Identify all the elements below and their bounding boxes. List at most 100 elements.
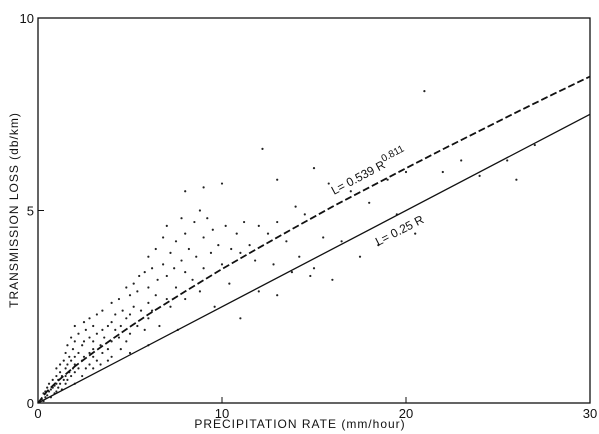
data-point (266, 232, 270, 235)
data-point (147, 255, 150, 258)
data-point (77, 367, 80, 370)
data-point (340, 240, 343, 243)
x-axis-label: PRECIPITATION RATE (mm/hour) (194, 417, 405, 431)
data-point (261, 147, 264, 150)
y-tick-label: 10 (20, 11, 34, 26)
data-point (92, 367, 95, 370)
data-point (92, 348, 95, 351)
data-point (154, 294, 157, 297)
data-point (213, 305, 216, 308)
data-point (478, 174, 481, 177)
data-point (64, 374, 67, 378)
data-point (254, 259, 257, 262)
data-point (128, 313, 132, 316)
data-point (62, 359, 65, 362)
data-point (88, 317, 91, 320)
data-point (193, 220, 196, 224)
plot-frame (37, 17, 591, 404)
data-point (327, 182, 330, 185)
data-point (92, 340, 95, 343)
data-point (147, 317, 150, 320)
data-point (312, 267, 316, 270)
data-point (55, 367, 58, 370)
data-point (180, 217, 183, 220)
data-point (106, 324, 110, 328)
data-point (101, 309, 104, 312)
data-point (239, 317, 242, 320)
data-point (138, 274, 141, 278)
data-point (276, 294, 279, 297)
data-point (121, 309, 124, 312)
data-point (64, 382, 67, 385)
data-point (515, 178, 518, 181)
x-axis-ticks: 0 10 20 30 (34, 397, 597, 421)
data-point (68, 355, 71, 358)
data-point (128, 294, 132, 297)
solid-equation-base: L= 0.25 R (373, 212, 426, 248)
data-point (165, 297, 168, 301)
data-point (92, 324, 95, 328)
data-point (169, 251, 172, 254)
data-point (84, 328, 87, 331)
data-point (119, 324, 122, 328)
data-point (99, 363, 102, 366)
data-point (228, 282, 231, 285)
data-point (423, 90, 426, 93)
dashed-equation-exponent: 0.811 (380, 143, 407, 164)
dashed-equation-base: L= 0.539 R (329, 157, 388, 197)
data-point (162, 236, 165, 239)
data-point (66, 378, 69, 381)
data-point (73, 371, 76, 374)
data-point (211, 228, 214, 231)
data-point (139, 309, 143, 312)
data-point (125, 317, 128, 320)
data-point (239, 251, 242, 254)
data-point (156, 278, 159, 281)
data-point (46, 386, 49, 389)
data-point (95, 313, 98, 316)
data-point (257, 290, 260, 293)
data-point (154, 247, 157, 251)
x-tick-label: 0 (34, 406, 41, 421)
data-point (81, 344, 84, 347)
data-point (202, 236, 205, 239)
data-point (198, 290, 202, 293)
data-point (184, 190, 187, 193)
y-axis-label: TRANSMISSION LOSS (db/km) (7, 112, 21, 308)
data-point (71, 348, 75, 351)
data-point (309, 274, 312, 278)
data-point (58, 363, 62, 366)
data-point (290, 271, 294, 274)
data-point (128, 332, 132, 335)
data-point (110, 355, 113, 358)
data-point (158, 324, 161, 328)
solid-line-equation-label: L= 0.25 R (373, 212, 426, 248)
data-point (84, 367, 87, 370)
data-point (99, 344, 102, 347)
data-point (285, 240, 288, 243)
scatter-points (40, 90, 536, 403)
data-point (132, 305, 135, 308)
data-point (349, 190, 352, 193)
data-point (312, 167, 316, 170)
data-point (136, 290, 139, 293)
data-point (209, 251, 213, 254)
data-point (173, 267, 176, 270)
data-point (230, 247, 233, 251)
data-point (81, 374, 84, 378)
data-point (165, 224, 168, 227)
y-tick-label: 0 (27, 396, 34, 411)
data-point (70, 336, 73, 339)
data-point (414, 232, 417, 235)
data-point (217, 244, 220, 247)
dashed-line-equation-label: L= 0.539 R0.811 (327, 143, 409, 197)
data-point (64, 351, 67, 355)
data-point (62, 378, 65, 381)
data-point (460, 159, 463, 162)
data-point (174, 240, 178, 243)
y-tick-label: 5 (27, 204, 34, 219)
data-point (180, 259, 183, 262)
data-point (195, 255, 198, 258)
data-point (298, 255, 301, 258)
